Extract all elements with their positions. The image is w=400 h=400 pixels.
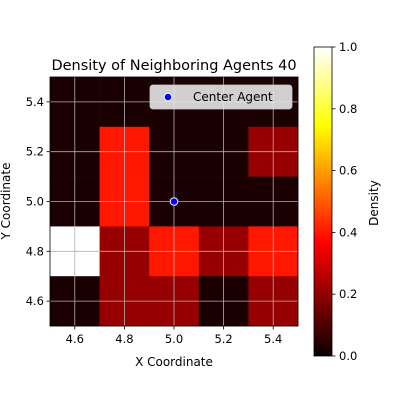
y-tick-label: 5.2 <box>26 145 44 159</box>
y-tick-label: 4.8 <box>26 244 44 258</box>
y-axis-label: Y Coordinate <box>0 163 13 241</box>
y-tick-label: 5.4 <box>26 95 44 109</box>
colorbar-tick-label: 0.2 <box>339 287 357 301</box>
colorbar-tick-label: 0.6 <box>339 164 357 178</box>
x-tick-label: 5.2 <box>214 332 232 346</box>
legend: Center Agent <box>149 84 293 110</box>
colorbar-tick-label: 0.4 <box>339 225 357 239</box>
chart-title: Density of Neighboring Agents 40 <box>51 58 296 74</box>
x-axis-ticks: 4.6 4.8 5.0 5.2 5.4 <box>66 326 282 346</box>
colorbar-tick-label: 0.8 <box>339 102 357 116</box>
colorbar <box>313 46 333 357</box>
legend-box <box>149 84 293 110</box>
x-tick-label: 5.4 <box>264 332 282 346</box>
x-axis-label: X Coordinate <box>135 355 213 369</box>
colorbar-ticks: 0.0 0.2 0.4 0.6 0.8 1.0 <box>332 40 357 363</box>
y-tick-label: 5.0 <box>26 195 44 209</box>
y-tick-label: 4.6 <box>26 294 44 308</box>
x-tick-label: 5.0 <box>165 332 183 346</box>
legend-marker <box>163 92 173 102</box>
colorbar-tick-label: 0.0 <box>339 349 357 363</box>
colorbar-label: Density <box>367 180 381 226</box>
legend-label-center-agent: Center Agent <box>193 90 273 104</box>
grid-lines <box>50 77 298 326</box>
x-tick-label: 4.6 <box>66 332 84 346</box>
x-tick-label: 4.8 <box>115 332 133 346</box>
colorbar-tick-label: 1.0 <box>339 40 357 54</box>
y-axis-ticks: 4.6 4.8 5.0 5.2 5.4 <box>26 95 50 308</box>
center-agent-marker <box>169 197 179 206</box>
center-agent-layer <box>169 197 179 206</box>
